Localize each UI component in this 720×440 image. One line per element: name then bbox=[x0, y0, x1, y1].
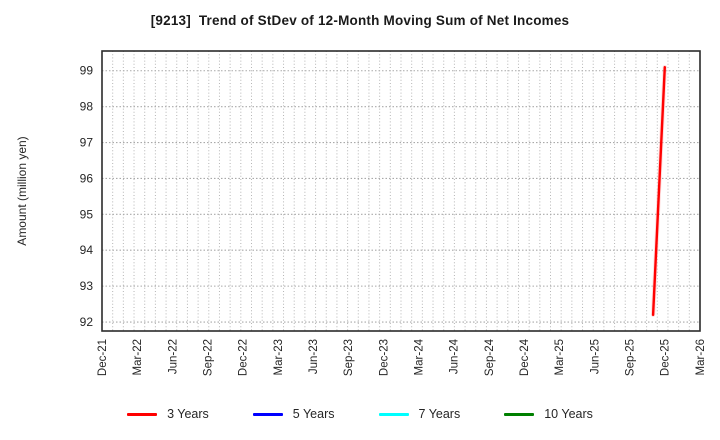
x-tick-label: Mar-26 bbox=[695, 339, 707, 375]
y-tick-label: 93 bbox=[80, 279, 94, 293]
x-tick-label: Sep-23 bbox=[343, 339, 355, 376]
chart-title: [9213] Trend of StDev of 12-Month Moving… bbox=[150, 13, 570, 28]
y-tick-label: 97 bbox=[80, 136, 94, 150]
x-tick-label: Jun-24 bbox=[449, 338, 461, 374]
x-tick-label: Mar-22 bbox=[132, 339, 144, 375]
x-tick-label: Mar-24 bbox=[413, 338, 425, 375]
series-layer bbox=[650, 65, 667, 317]
y-axis-label: Amount (million yen) bbox=[15, 136, 29, 245]
x-tick-label: Mar-23 bbox=[273, 339, 285, 375]
x-tick-label: Sep-24 bbox=[484, 338, 496, 376]
legend-swatch bbox=[127, 412, 158, 416]
legend-item-5-years: 5 Years bbox=[252, 406, 335, 421]
plot-svg: 92 93 94 95 96 97 98 99 Dec-21 Mar-22 Jun-22 Sep-2… bbox=[15, 50, 707, 376]
legend-label: 10 Years bbox=[544, 406, 593, 421]
x-tick-label: Sep-22 bbox=[202, 339, 214, 376]
legend-item-3-years: 3 Years bbox=[127, 408, 209, 421]
y-tick-label: 94 bbox=[80, 243, 94, 257]
x-tick-label: Jun-22 bbox=[167, 339, 179, 374]
y-tick-label: 98 bbox=[80, 100, 94, 114]
x-tick-label: Jun-23 bbox=[308, 339, 320, 374]
y-tick-label: 95 bbox=[80, 207, 94, 221]
x-tick-label: Dec-22 bbox=[238, 339, 250, 376]
legend: 3 Years 5 Years 7 Years 10 Years bbox=[0, 403, 720, 425]
plot-frame bbox=[101, 50, 701, 332]
legend-swatch bbox=[504, 412, 535, 416]
grid-layer bbox=[101, 51, 701, 331]
legend-item-7-years: 7 Years bbox=[378, 406, 461, 421]
y-tick-label: 96 bbox=[80, 171, 94, 185]
x-tick-label: Dec-23 bbox=[378, 339, 390, 376]
legend-label: 3 Years bbox=[167, 406, 209, 421]
x-tick-label: Sep-25 bbox=[625, 339, 637, 376]
y-tick-labels: 92 93 94 95 96 97 98 99 bbox=[80, 64, 94, 329]
x-tick-label: Mar-25 bbox=[554, 339, 566, 375]
legend-swatch bbox=[378, 412, 409, 416]
series-line-3-years bbox=[651, 65, 666, 316]
x-tick-label: Dec-25 bbox=[660, 339, 672, 376]
legend-item-10-years: 10 Years bbox=[504, 408, 593, 421]
x-tick-label: Jun-25 bbox=[589, 339, 601, 374]
legend-label: 7 Years bbox=[418, 406, 461, 421]
y-tick-label: 99 bbox=[80, 64, 94, 78]
legend-label: 5 Years bbox=[292, 406, 335, 421]
x-tick-label: Dec-21 bbox=[97, 339, 109, 376]
x-tick-labels: Dec-21 Mar-22 Jun-22 Sep-22 Dec-22 Mar-23 Jun-… bbox=[97, 338, 707, 376]
legend-swatch bbox=[252, 412, 283, 416]
y-tick-label: 92 bbox=[80, 315, 94, 329]
x-tick-label: Dec-24 bbox=[519, 338, 531, 376]
